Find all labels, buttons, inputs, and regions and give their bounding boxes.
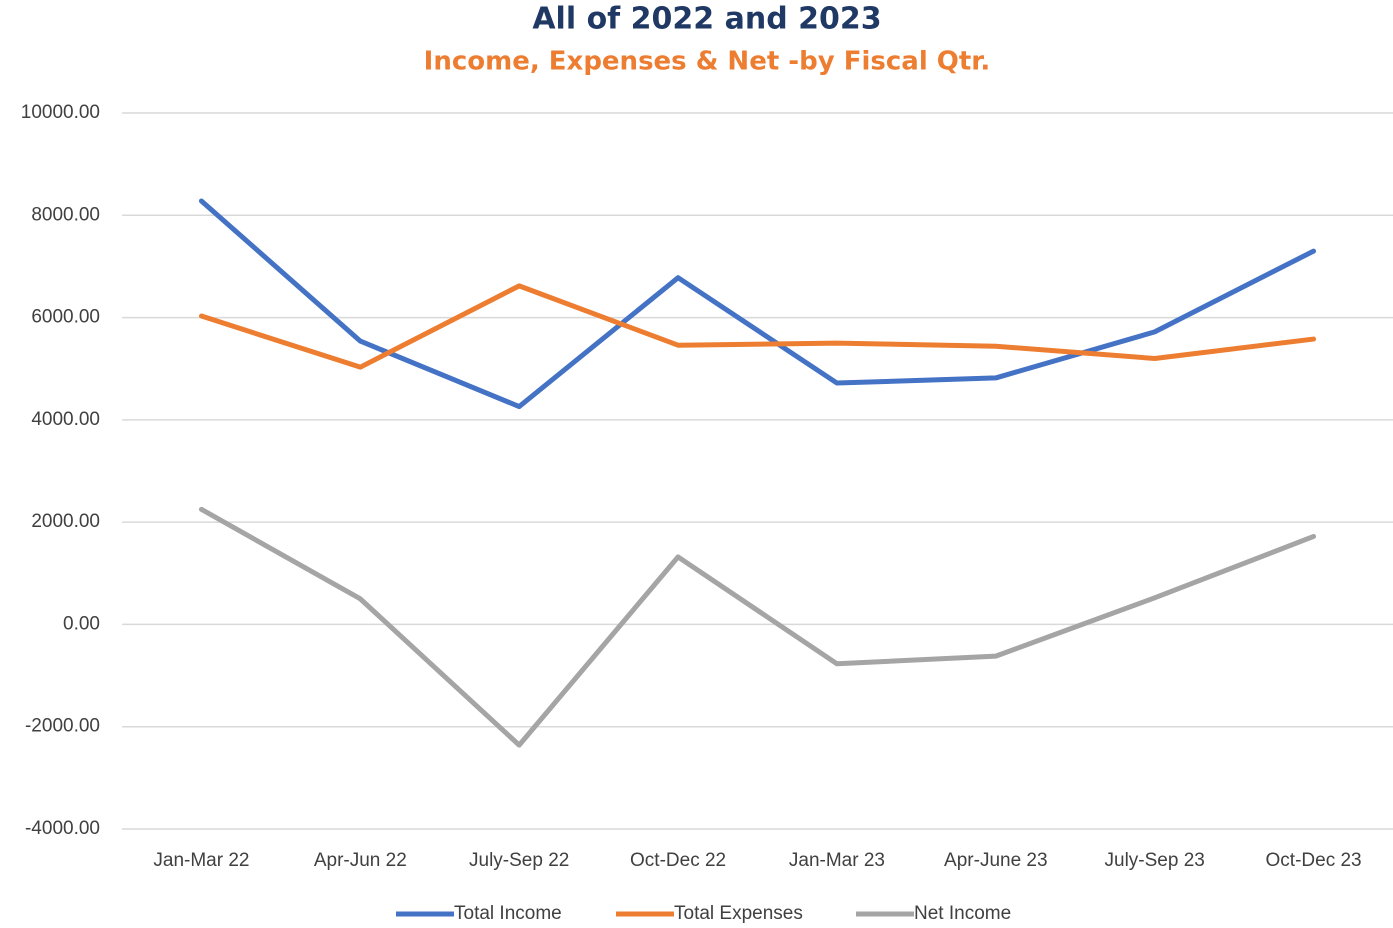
x-tick-label: Jan-Mar 22 bbox=[153, 850, 249, 871]
y-tick-label: -2000.00 bbox=[25, 716, 100, 737]
legend-label: Total Income bbox=[454, 903, 562, 924]
y-tick-label: 10000.00 bbox=[21, 102, 100, 123]
x-tick-label: Oct-Dec 23 bbox=[1266, 850, 1362, 871]
legend-label: Total Expenses bbox=[674, 903, 803, 924]
chart-title: All of 2022 and 2023 bbox=[532, 2, 881, 37]
y-tick-label: -4000.00 bbox=[25, 818, 100, 839]
x-tick-label: Apr-Jun 22 bbox=[314, 850, 407, 871]
y-tick-label: 6000.00 bbox=[31, 307, 100, 328]
x-tick-label: July-Sep 23 bbox=[1105, 850, 1205, 871]
y-tick-label: 4000.00 bbox=[31, 409, 100, 430]
legend-label: Net Income bbox=[914, 903, 1011, 924]
line-series bbox=[198, 198, 1317, 410]
y-tick-label: 8000.00 bbox=[31, 204, 100, 225]
line-series bbox=[198, 506, 1317, 748]
x-tick-label: Apr-June 23 bbox=[944, 850, 1048, 871]
x-tick-label: Jan-Mar 23 bbox=[789, 850, 885, 871]
x-tick-label: Oct-Dec 22 bbox=[630, 850, 726, 871]
x-tick-label: July-Sep 22 bbox=[469, 850, 569, 871]
line-series bbox=[198, 283, 1317, 370]
y-tick-label: 0.00 bbox=[63, 613, 100, 634]
chart-subtitle: Income, Expenses & Net -by Fiscal Qtr. bbox=[424, 47, 991, 77]
y-tick-label: 2000.00 bbox=[31, 511, 100, 532]
